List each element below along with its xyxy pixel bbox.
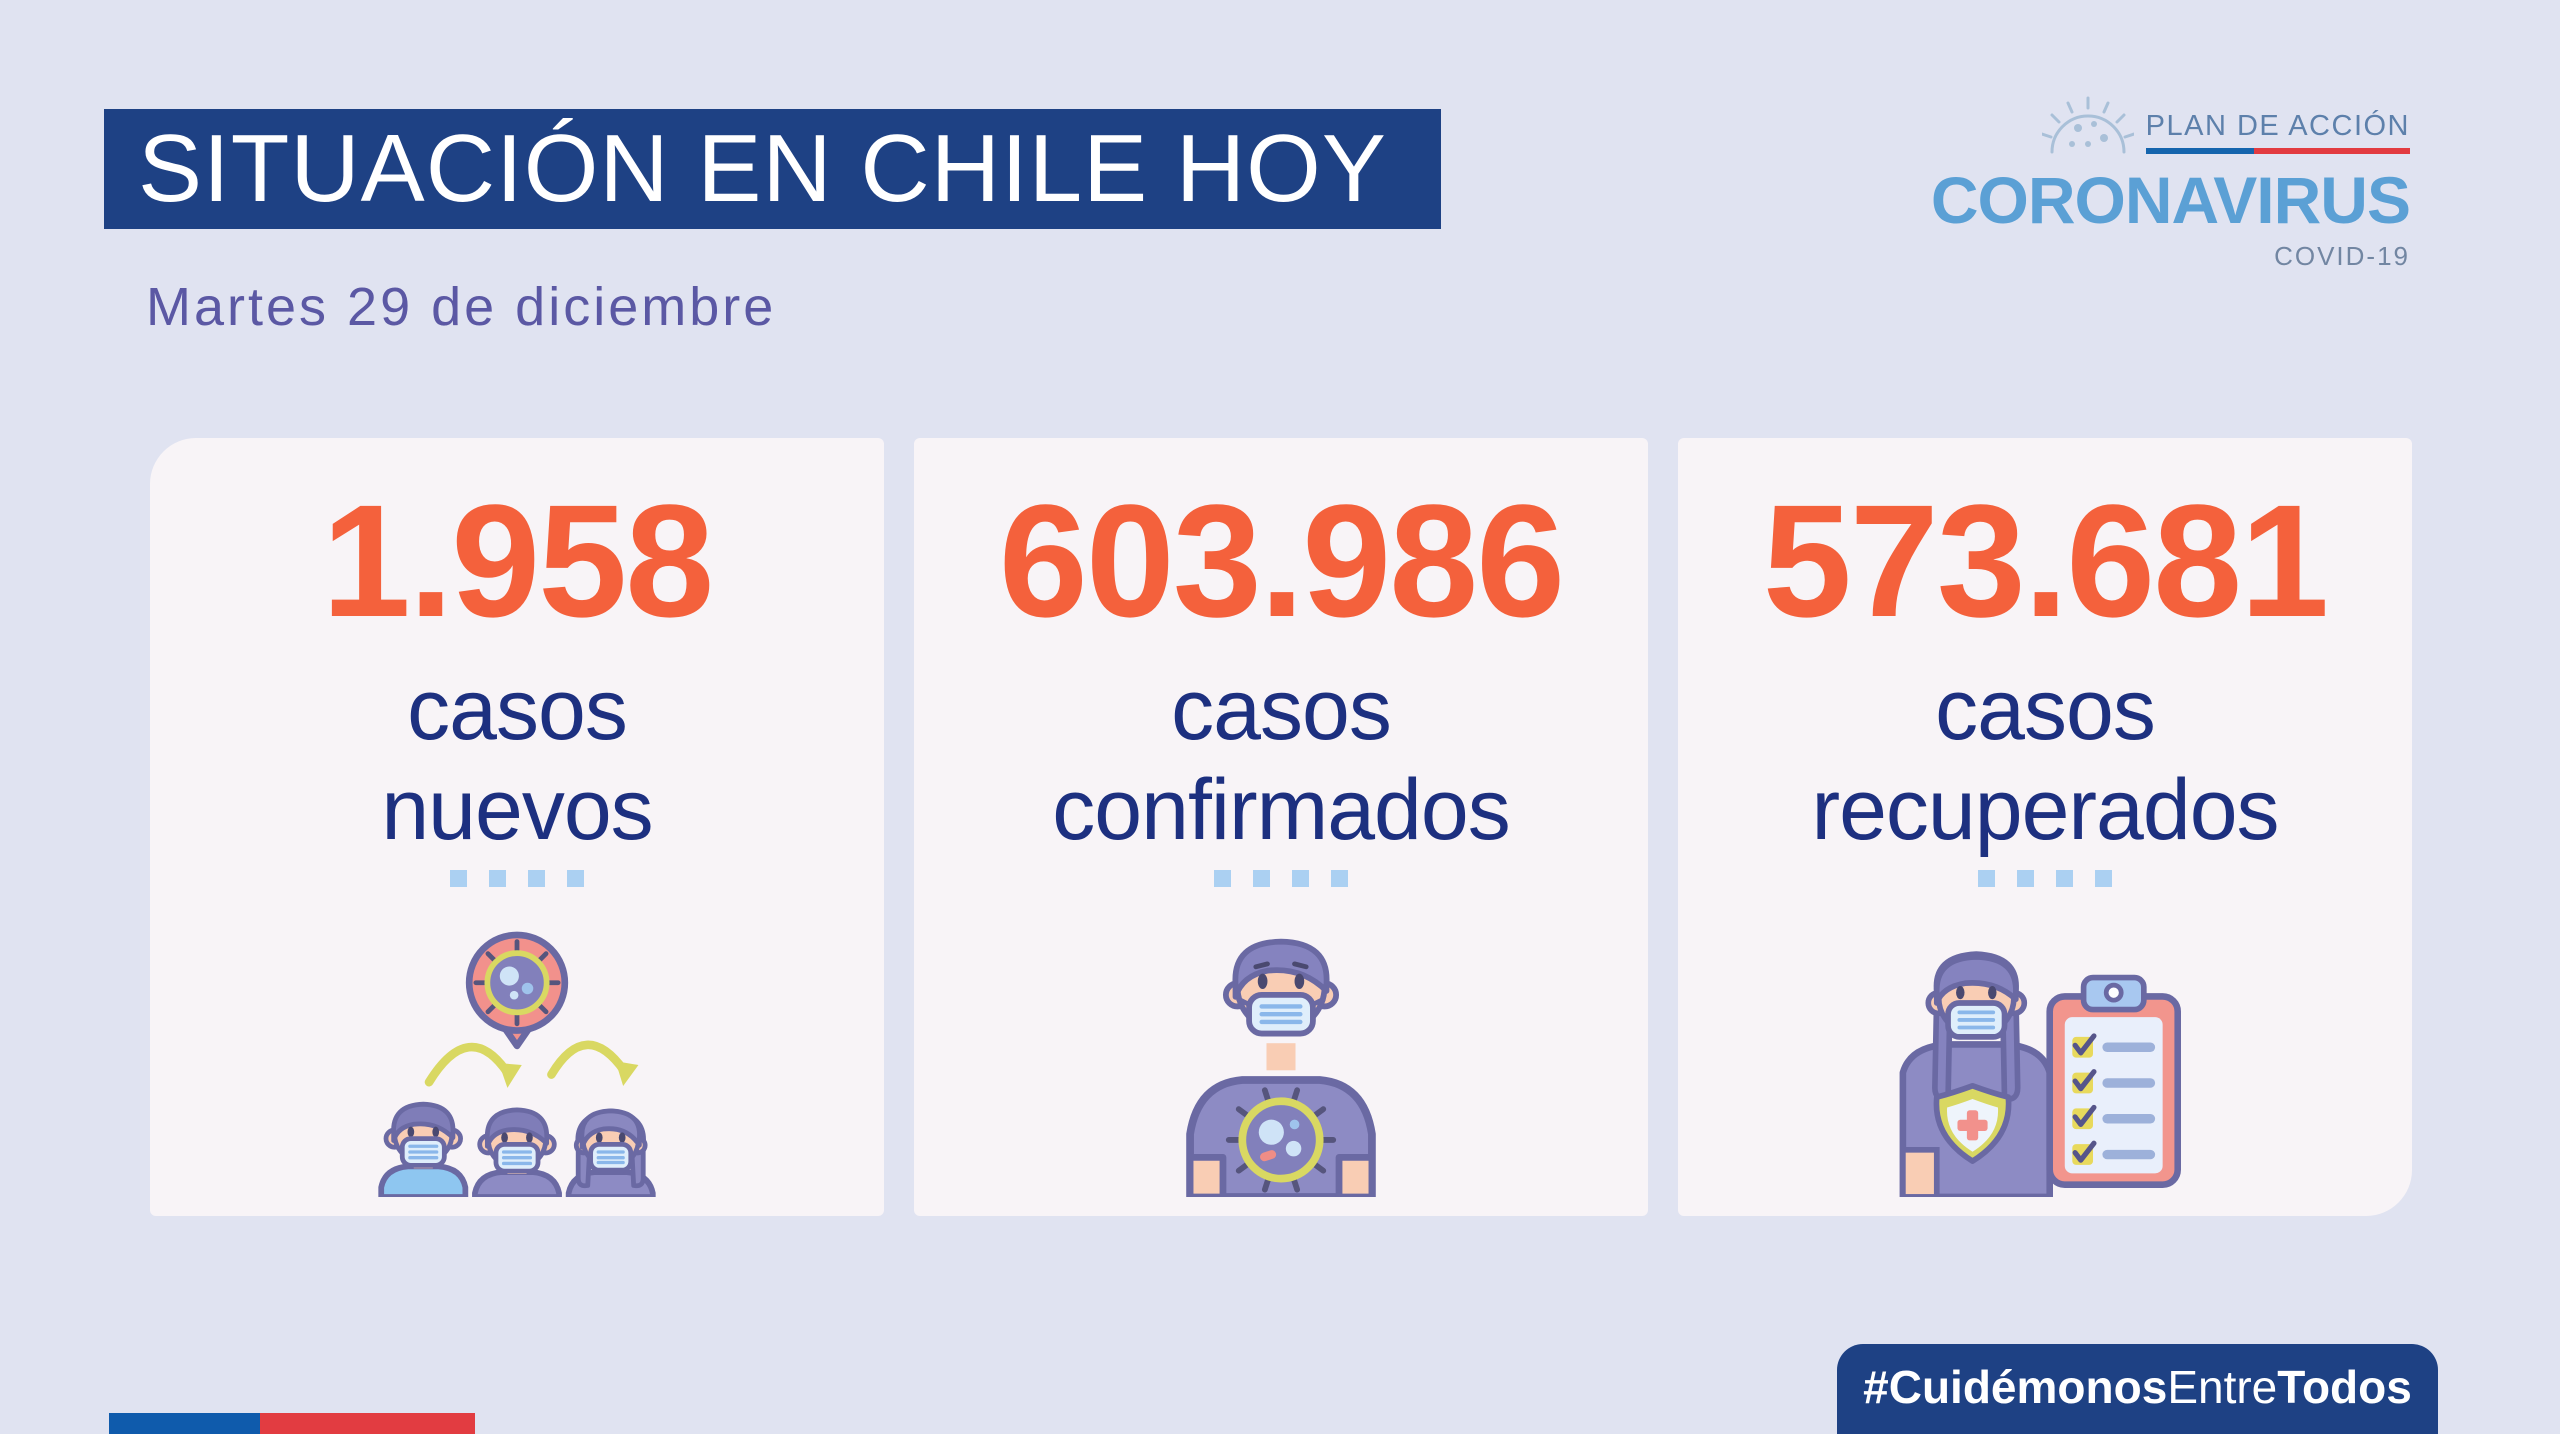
stat-label-line1: casos <box>407 662 628 758</box>
stat-label-line2: confirmados <box>1052 762 1510 858</box>
stat-label-line2: recuperados <box>1811 762 2279 858</box>
hashtag-banner: #Cuidémonos Entre Todos <box>1837 1344 2438 1434</box>
tricolor-underline <box>2145 148 2410 154</box>
stat-card-casos-confirmados: 603.986 casos confirmados <box>914 438 1648 1216</box>
coronavirus-plan-logo: PLAN DE ACCIÓN CORONAVIRUS COVID-19 <box>1930 94 2411 272</box>
stat-label: casos recuperados <box>1678 660 2412 860</box>
stat-card-casos-nuevos: 1.958 casos nuevos <box>150 438 884 1216</box>
stat-value: 1.958 <box>321 471 714 650</box>
virus-pin-icon <box>465 931 569 1050</box>
title-banner: SITUACIÓN EN CHILE HOY <box>104 109 1441 229</box>
virus-spread-icon <box>378 931 656 1197</box>
stat-value: 603.986 <box>998 471 1565 650</box>
hashtag-bold-1: #Cuidémonos <box>1863 1361 2168 1413</box>
stat-label-line1: casos <box>1935 662 2156 758</box>
stat-card-casos-recuperados: 573.681 casos recuperados <box>1678 438 2412 1216</box>
infected-person-icon <box>1186 938 1376 1197</box>
stat-value: 573.681 <box>1762 471 2329 650</box>
page-title: SITUACIÓN EN CHILE HOY <box>138 115 1387 222</box>
coronavirus-wordmark: CORONAVIRUS <box>1930 163 2411 237</box>
dots-decoration <box>1678 870 2412 887</box>
flag-red-block <box>260 1413 475 1434</box>
stat-label: casos nuevos <box>150 660 884 860</box>
virus-icon <box>1225 1087 1337 1193</box>
flag-blue-block <box>109 1413 260 1434</box>
masked-person-icon <box>472 1107 562 1197</box>
plan-de-accion-label: PLAN DE ACCIÓN <box>2145 110 2410 142</box>
nurse-checklist-icon <box>1899 951 2181 1197</box>
covid19-label: COVID-19 <box>2274 241 2410 271</box>
virus-sun-icon <box>2041 96 2134 154</box>
date-subtitle: Martes 29 de diciembre <box>146 277 777 337</box>
hashtag-regular: Entre <box>2167 1361 2278 1413</box>
checklist-clipboard-icon <box>2046 974 2181 1188</box>
hashtag-bold-2: Todos <box>2277 1361 2412 1413</box>
medical-shield-icon <box>1933 1083 2012 1164</box>
masked-person-icon <box>378 1101 469 1197</box>
stats-row: 1.958 casos nuevos <box>150 438 2412 1216</box>
chile-flag-mark <box>109 1413 475 1434</box>
dots-decoration <box>150 870 884 887</box>
dots-decoration <box>914 870 1648 887</box>
stat-label-line2: nuevos <box>381 762 653 858</box>
masked-woman-icon <box>565 1108 656 1197</box>
stat-label-line1: casos <box>1171 662 1392 758</box>
stat-label: casos confirmados <box>914 660 1648 860</box>
